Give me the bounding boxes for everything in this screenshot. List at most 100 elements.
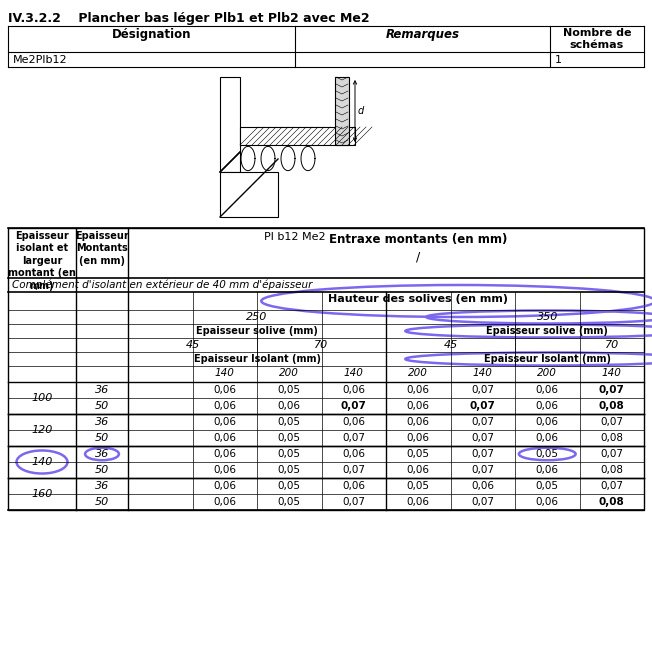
Bar	[220, 172, 278, 217]
Text: 160: 160	[31, 489, 53, 499]
Text: 0,08: 0,08	[599, 401, 625, 411]
Text: Complément d'isolant en extérieur de 40 mm d'épaisseur: Complément d'isolant en extérieur de 40 …	[12, 280, 312, 291]
Bar	[240, 127, 355, 145]
Text: 0,06: 0,06	[213, 465, 236, 475]
Text: 0,06: 0,06	[471, 481, 494, 491]
Text: 350: 350	[537, 312, 558, 322]
Text: 36: 36	[95, 417, 109, 427]
Text: 0,07: 0,07	[599, 385, 625, 395]
Text: 0,07: 0,07	[341, 401, 366, 411]
Text: 0,06: 0,06	[407, 497, 430, 507]
Text: 0,05: 0,05	[407, 481, 430, 491]
Text: 0,05: 0,05	[278, 449, 301, 459]
Text: 0,05: 0,05	[278, 385, 301, 395]
Text: Epaisseur solive (mm): Epaisseur solive (mm)	[486, 326, 608, 336]
Text: 0,07: 0,07	[471, 465, 494, 475]
Text: 0,06: 0,06	[407, 417, 430, 427]
Text: 0,06: 0,06	[213, 401, 236, 411]
Text: 0,07: 0,07	[342, 465, 365, 475]
Text: d: d	[358, 106, 364, 116]
Text: 0,07: 0,07	[471, 433, 494, 443]
Text: Epaisseur Isolant (mm): Epaisseur Isolant (mm)	[194, 354, 321, 364]
Text: 0,06: 0,06	[213, 481, 236, 491]
Text: Me2Plb12: Me2Plb12	[13, 55, 68, 65]
Text: 0,06: 0,06	[536, 433, 559, 443]
Text: 200: 200	[279, 368, 299, 378]
Text: 0,06: 0,06	[536, 417, 559, 427]
Text: 0,06: 0,06	[213, 497, 236, 507]
Text: 0,05: 0,05	[278, 417, 301, 427]
Text: 0,07: 0,07	[342, 433, 365, 443]
Text: Remarques: Remarques	[385, 28, 460, 41]
Text: 0,05: 0,05	[278, 433, 301, 443]
Text: 0,06: 0,06	[278, 401, 301, 411]
Text: 200: 200	[408, 368, 428, 378]
Text: Epaisseur Isolant (mm): Epaisseur Isolant (mm)	[484, 354, 611, 364]
Text: 50: 50	[95, 497, 109, 507]
Text: Entraxe montants (en mm): Entraxe montants (en mm)	[329, 233, 507, 246]
Text: 0,07: 0,07	[471, 449, 494, 459]
Text: 0,06: 0,06	[342, 385, 365, 395]
Text: 250: 250	[246, 312, 268, 322]
Text: Désignation: Désignation	[111, 28, 191, 41]
Bar	[220, 77, 240, 172]
Text: 0,08: 0,08	[599, 497, 625, 507]
Text: 0,06: 0,06	[407, 465, 430, 475]
Text: Epaisseur solive (mm): Epaisseur solive (mm)	[196, 326, 318, 336]
Text: 36: 36	[95, 481, 109, 491]
Text: 50: 50	[95, 465, 109, 475]
Text: 0,06: 0,06	[536, 465, 559, 475]
Text: 70: 70	[604, 340, 619, 350]
Text: 0,05: 0,05	[536, 449, 559, 459]
Text: Epaisseur
Montants
(en mm): Epaisseur Montants (en mm)	[75, 231, 129, 266]
Text: 100: 100	[31, 393, 53, 403]
Text: 0,05: 0,05	[278, 481, 301, 491]
Text: 0,06: 0,06	[213, 449, 236, 459]
Text: 0,06: 0,06	[213, 385, 236, 395]
Text: 0,05: 0,05	[278, 497, 301, 507]
Text: 0,07: 0,07	[600, 417, 623, 427]
Bar	[335, 77, 349, 145]
Text: 0,07: 0,07	[600, 449, 623, 459]
Text: 120: 120	[31, 425, 53, 435]
Text: 140: 140	[473, 368, 493, 378]
Text: 0,06: 0,06	[213, 433, 236, 443]
Text: 0,06: 0,06	[342, 449, 365, 459]
Text: 0,07: 0,07	[342, 497, 365, 507]
Text: 140: 140	[31, 457, 53, 467]
Text: 200: 200	[537, 368, 557, 378]
Text: 0,07: 0,07	[471, 417, 494, 427]
Text: 1: 1	[555, 55, 562, 65]
Text: 0,08: 0,08	[600, 433, 623, 443]
Text: 0,07: 0,07	[470, 401, 496, 411]
Text: Epaisseur
isolant et
largeur
montant (en
mm): Epaisseur isolant et largeur montant (en…	[8, 231, 76, 291]
Text: 140: 140	[215, 368, 235, 378]
Text: /: /	[416, 250, 421, 263]
Text: Nombre de
schémas: Nombre de schémas	[563, 28, 631, 50]
Text: Hauteur des solives (en mm): Hauteur des solives (en mm)	[328, 294, 509, 304]
Text: 0,06: 0,06	[407, 401, 430, 411]
Text: 50: 50	[95, 433, 109, 443]
Text: 140: 140	[602, 368, 622, 378]
Text: 0,08: 0,08	[600, 465, 623, 475]
Text: 0,06: 0,06	[342, 417, 365, 427]
Text: 0,06: 0,06	[342, 481, 365, 491]
Text: 70: 70	[314, 340, 329, 350]
Bar	[8, 228, 644, 510]
Text: 0,05: 0,05	[278, 465, 301, 475]
Text: 0,07: 0,07	[600, 481, 623, 491]
Text: 0,05: 0,05	[536, 481, 559, 491]
Text: 0,05: 0,05	[407, 449, 430, 459]
Text: 0,07: 0,07	[471, 385, 494, 395]
Text: 0,06: 0,06	[536, 401, 559, 411]
Text: 36: 36	[95, 449, 109, 459]
Text: 0,06: 0,06	[536, 497, 559, 507]
Text: 0,06: 0,06	[407, 433, 430, 443]
Text: 45: 45	[185, 340, 200, 350]
Text: 50: 50	[95, 401, 109, 411]
Text: 0,07: 0,07	[471, 497, 494, 507]
Text: 0,06: 0,06	[407, 385, 430, 395]
Text: 0,06: 0,06	[536, 385, 559, 395]
Text: 36: 36	[95, 385, 109, 395]
Text: 140: 140	[344, 368, 364, 378]
